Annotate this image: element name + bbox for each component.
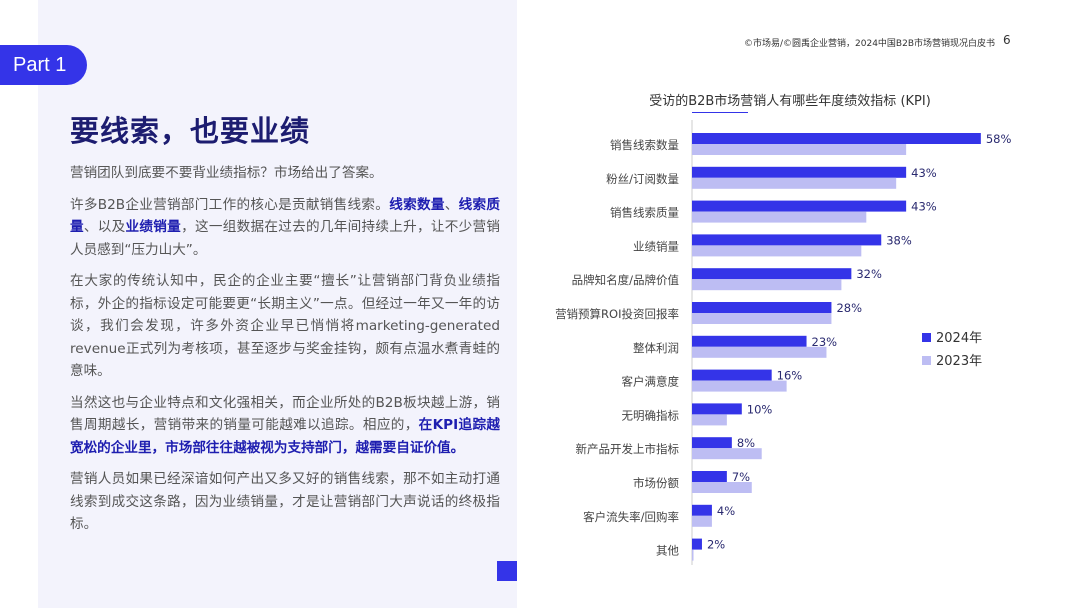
- legend-2023: 2023年: [922, 350, 982, 369]
- bar-2023: [692, 448, 762, 460]
- part-label: Part 1: [0, 45, 87, 85]
- paragraph: 营销团队到底要不要背业绩指标？市场给出了答案。: [70, 162, 500, 185]
- bar-2023: [692, 177, 897, 189]
- chart-title: 受访的B2B市场营销人有哪些年度绩效指标 (KPI): [649, 94, 931, 109]
- data-label: 4%: [717, 504, 735, 518]
- text-segment: 当然这也与企业特点和文化强相关，而企业所处的B2B板块越上游，销售周期越长，营销…: [70, 394, 500, 434]
- data-label: 38%: [886, 233, 912, 247]
- source-header: ©市场易/©圆禹企业营销，2024中国B2B市场营销现况白皮书: [744, 39, 996, 49]
- bar-2023: [692, 549, 694, 561]
- bar-2023: [692, 482, 752, 493]
- bar-2023: [692, 380, 787, 392]
- data-label: 58%: [986, 132, 1012, 146]
- text-segment: ，这一组数据在过去的几年间持续上升，让不少营销人员感到“压力山大”。: [70, 219, 501, 258]
- paragraph: 营销人员如果已经深谙如何产出又多又好的销售线索，那不如主动打通线索到成交这条路，…: [70, 468, 500, 536]
- bar-2023: [692, 414, 727, 426]
- category-label: 整体利润: [633, 341, 679, 355]
- bar-2023: [692, 313, 832, 324]
- paragraph: 在大家的传统认知中，民企的企业主要“擅长”让营销部门背负业绩指标，外企的指标设定…: [70, 270, 500, 383]
- category-label: 无明确指标: [622, 408, 680, 422]
- kpi-bar-chart: 销售线索数量 58% 粉丝/订阅数量 43% 销售线索质量 43% 业绩销量 38% 品牌知名度…: [555, 120, 1012, 565]
- bar-2023: [692, 346, 827, 358]
- category-label: 销售线索数量: [610, 138, 679, 152]
- bar-2024: [692, 538, 702, 550]
- bar-2024: [692, 369, 772, 381]
- highlight-text: 线索质量: [70, 196, 501, 236]
- paragraph: 当然这也与企业特点和文化强相关，而企业所处的B2B板块越上游，销售周期越长，营销…: [70, 392, 500, 460]
- bar-2023: [692, 245, 862, 257]
- data-label: 32%: [856, 267, 882, 281]
- legend-label: 2023年: [936, 354, 983, 369]
- data-label: 43%: [911, 166, 937, 180]
- highlight-text: 线索数量: [389, 196, 445, 213]
- left-panel: [38, 0, 517, 608]
- bar-2024: [692, 437, 732, 449]
- category-label: 客户满意度: [622, 375, 680, 389]
- highlight-text: 在KPI追踪越宽松的企业里，市场部往往越被视为支持部门，越需要自证价值。: [70, 417, 500, 456]
- data-label: 10%: [747, 402, 773, 416]
- data-label: 23%: [812, 335, 838, 349]
- legend-swatch: [922, 356, 931, 365]
- data-label: 16%: [777, 369, 803, 383]
- bar-2024: [692, 403, 742, 415]
- data-label: 8%: [737, 436, 755, 450]
- data-label: 2%: [707, 538, 725, 552]
- category-label: 粉丝/订阅数量: [606, 172, 679, 186]
- decorative-square: [497, 561, 517, 581]
- bar-2023: [692, 515, 712, 527]
- chart-title-underline: [692, 112, 748, 113]
- bar-2024: [692, 200, 907, 212]
- text-segment: 营销团队到底要不要背业绩指标？市场给出了答案。: [70, 165, 383, 181]
- page-number: 6: [1003, 33, 1011, 47]
- category-label: 新产品开发上市指标: [576, 442, 680, 456]
- text-segment: 、以及: [83, 219, 126, 235]
- text-segment: 在大家的传统认知中，民企的企业主要“擅长”让营销部门背负业绩指标，外企的指标设定…: [70, 273, 500, 379]
- bar-2024: [692, 234, 882, 246]
- bar-2024: [692, 268, 852, 280]
- legend-2024: 2024年: [922, 327, 982, 346]
- bar-2023: [692, 211, 867, 223]
- legend-swatch: [922, 333, 931, 342]
- data-label: 28%: [836, 301, 862, 315]
- page-title: 要线索，也要业绩: [70, 114, 311, 148]
- text-segment: 营销人员如果已经深谙如何产出又多又好的销售线索，那不如主动打通线索到成交这条路，…: [70, 471, 500, 532]
- bar-2024: [692, 302, 832, 313]
- text-segment: 许多B2B企业营销部门工作的核心是贡献销售线索。: [70, 196, 390, 213]
- category-label: 业绩销量: [633, 239, 679, 253]
- paragraph: 许多B2B企业营销部门工作的核心是贡献销售线索。线索数量、线索质量、以及业绩销量…: [70, 194, 500, 262]
- category-label: 客户流失率/回购率: [583, 510, 679, 524]
- body-text: 营销团队到底要不要背业绩指标？市场给出了答案。 许多B2B企业营销部门工作的核心是…: [70, 162, 500, 545]
- data-label: 43%: [911, 200, 937, 214]
- category-label: 市场份额: [633, 476, 679, 490]
- bar-2024: [692, 335, 807, 347]
- bar-2024: [692, 471, 727, 482]
- bar-2024: [692, 504, 712, 516]
- category-label: 其他: [656, 544, 679, 558]
- data-label: 7%: [732, 470, 750, 484]
- category-label: 营销预算ROI投资回报率: [555, 307, 679, 321]
- legend-label: 2024年: [936, 331, 983, 346]
- bar-2023: [692, 279, 842, 291]
- bar-2024: [692, 166, 907, 178]
- category-label: 销售线索质量: [610, 206, 679, 220]
- category-label: 品牌知名度/品牌价值: [572, 273, 680, 287]
- text-segment: 、: [444, 196, 459, 213]
- bar-2023: [692, 144, 907, 155]
- highlight-text: 业绩销量: [125, 219, 182, 235]
- bar-2024: [692, 133, 981, 144]
